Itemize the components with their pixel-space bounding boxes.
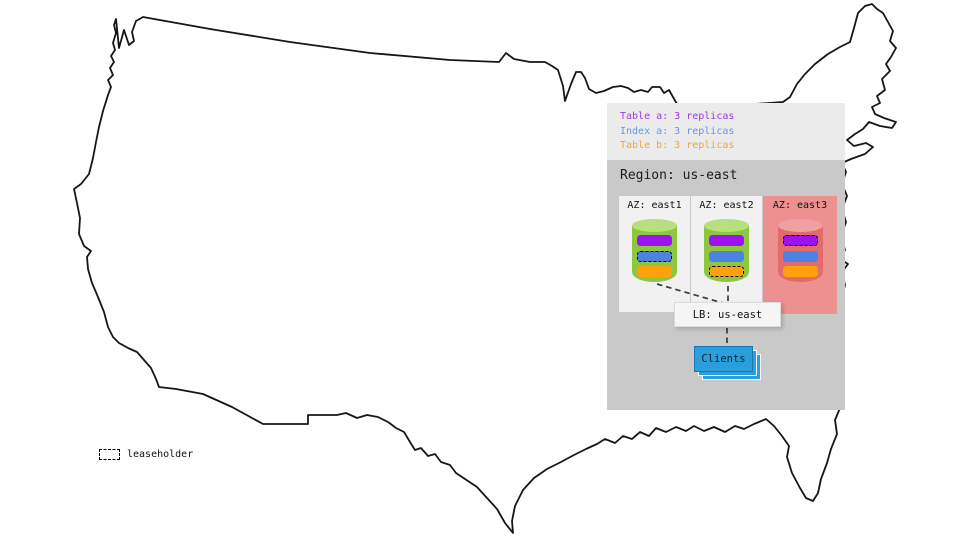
- az-label: AZ: east1: [627, 200, 682, 211]
- az-box: AZ: east3: [763, 196, 837, 314]
- replica-bar-table-a: [782, 235, 818, 246]
- replica-bar-index-a: [637, 250, 672, 262]
- replica-legend-panel: Table a: 3 replicas Index a: 3 replicas Ta…: [607, 103, 845, 160]
- clients-label: Clients: [701, 353, 746, 365]
- az-box: AZ: east1: [619, 196, 690, 312]
- db-cylinder: [777, 219, 823, 282]
- leaseholder-key: leaseholder: [99, 449, 193, 460]
- replica-bar-table-a: [709, 235, 744, 246]
- load-balancer-box: LB: us-east: [674, 302, 781, 327]
- clients-box: Clients: [694, 346, 753, 372]
- replica-bars: [782, 235, 818, 277]
- replica-bar-table-a: [637, 235, 672, 246]
- clients-stack: Clients: [694, 346, 761, 380]
- region-panel: Region: us-east AZ: east1 AZ: east2 AZ: ea…: [607, 160, 845, 410]
- replica-bar-index-a: [782, 250, 818, 262]
- us-map-outline: [73, 3, 897, 534]
- cylinder-top: [777, 219, 823, 232]
- az-label: AZ: east2: [699, 200, 754, 211]
- replica-bars: [637, 235, 672, 277]
- az-row: AZ: east1 AZ: east2 AZ: east3: [619, 196, 837, 314]
- legend-line: Table b: 3 replicas: [620, 140, 735, 151]
- region-title: Region: us-east: [620, 168, 738, 183]
- replica-bars: [709, 235, 744, 277]
- legend-line: Table a: 3 replicas: [620, 111, 735, 122]
- az-box: AZ: east2: [691, 196, 762, 312]
- replica-bar-table-b: [709, 266, 744, 277]
- replica-bar-table-b: [782, 266, 818, 277]
- replica-legend-lines: Table a: 3 replicas Index a: 3 replicas Ta…: [620, 110, 845, 154]
- az-label: AZ: east3: [772, 200, 828, 211]
- leaseholder-swatch-icon: [99, 449, 120, 460]
- db-cylinder: [632, 219, 677, 282]
- legend-line: Index a: 3 replicas: [620, 125, 735, 137]
- load-balancer-label: LB: us-east: [692, 308, 763, 321]
- replica-bar-table-b: [637, 266, 672, 277]
- cylinder-top: [704, 219, 749, 232]
- leaseholder-key-label: leaseholder: [127, 449, 194, 460]
- db-cylinder: [704, 219, 749, 282]
- replica-bar-index-a: [709, 250, 744, 262]
- cylinder-top: [632, 219, 677, 232]
